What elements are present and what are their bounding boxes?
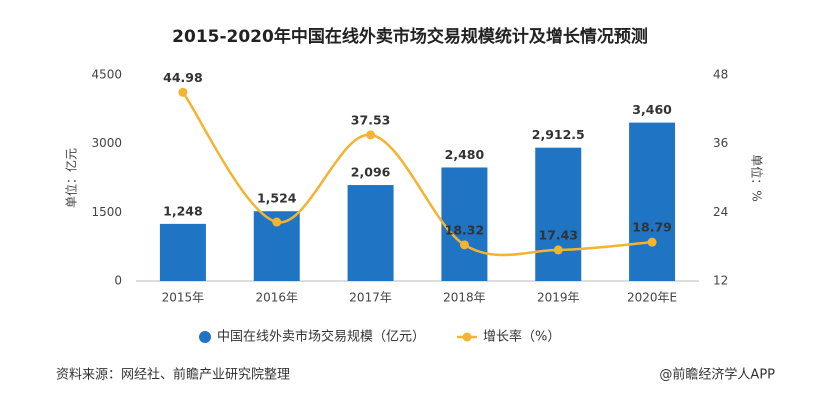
- line-value-label: 44.98: [163, 70, 203, 85]
- bar-value-label: 2,912.5: [532, 127, 585, 142]
- line-value-label: 18.32: [445, 222, 485, 237]
- source: 资料来源：网经社、前瞻产业研究院整理: [56, 367, 290, 383]
- y-tick-label: 1500: [91, 205, 122, 219]
- y2-tick-label: 48: [713, 68, 728, 82]
- line-point: [647, 237, 657, 247]
- y-tick-label: 3000: [91, 136, 122, 150]
- x-tick-label: 2017年: [349, 291, 392, 305]
- bar: [441, 167, 488, 281]
- x-tick-label: 2018年: [443, 291, 486, 305]
- line-value-label: 37.53: [351, 112, 391, 127]
- bar-value-label: 2,096: [351, 165, 391, 180]
- line-point: [553, 245, 563, 255]
- bar: [159, 223, 206, 281]
- bar: [347, 185, 394, 281]
- line-point: [366, 130, 376, 140]
- legend-label: 增长率（%）: [483, 329, 560, 345]
- y2-tick-label: 36: [713, 136, 728, 150]
- line-point: [272, 217, 282, 227]
- y2-tick-label: 24: [713, 205, 728, 219]
- x-tick-label: 2015年: [162, 291, 205, 305]
- bar: [629, 122, 676, 281]
- bar-value-label: 1,524: [257, 191, 297, 206]
- chart-title: 2015-2020年中国在线外卖市场交易规模统计及增长情况预测: [172, 26, 648, 47]
- x-tick-label: 2019年: [537, 291, 580, 305]
- line-point: [178, 87, 188, 97]
- bar-value-label: 1,248: [163, 203, 203, 218]
- y-tick-label: 4500: [91, 68, 122, 82]
- line-point: [459, 240, 469, 250]
- legend-swatch: [199, 331, 211, 343]
- line-value-label: 18.79: [632, 220, 672, 235]
- y2-axis-label: 单位：%: [750, 154, 765, 201]
- y-axis-label: 单位：亿元: [64, 148, 79, 208]
- legend-label: 中国在线外卖市场交易规模（亿元）: [217, 329, 425, 345]
- bar: [535, 147, 582, 281]
- credit: @前瞻经济学人APP: [659, 367, 775, 383]
- x-tick-label: 2016年: [255, 291, 298, 305]
- bar-value-label: 3,460: [632, 102, 672, 117]
- y2-tick-label: 12: [713, 274, 728, 288]
- bar-value-label: 2,480: [445, 147, 485, 162]
- y-tick-label: 0: [114, 274, 122, 288]
- legend-swatch: [462, 332, 472, 342]
- line-value-label: 17.43: [538, 227, 578, 242]
- x-tick-label: 2020年E: [627, 291, 677, 305]
